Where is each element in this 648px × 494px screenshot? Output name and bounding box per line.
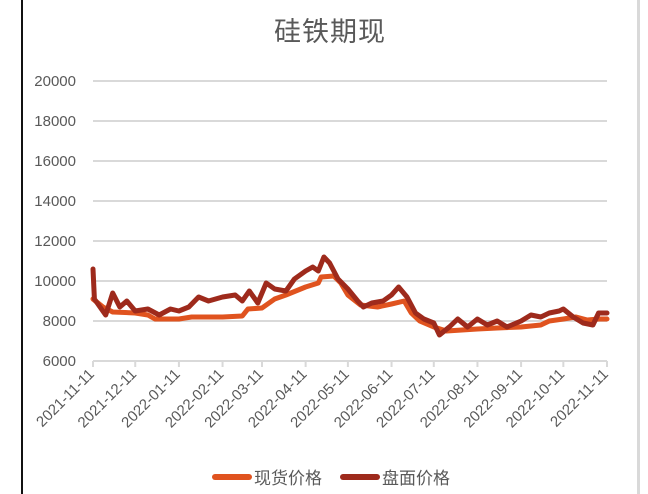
y-tick-label: 16000 [34,153,76,170]
legend-item-spot[interactable]: 现货价格 [212,464,322,489]
legend-label-futures: 盘面价格 [382,469,450,489]
legend-swatch-spot-icon [212,473,252,480]
legend-label-spot: 现货价格 [254,469,322,489]
series-line-futures [90,254,610,338]
gridlines [93,80,607,322]
legend: 现货价格 盘面价格 [212,464,450,489]
right-border [637,0,640,494]
series-line-spot [90,273,610,334]
y-tick-label: 18000 [34,113,76,130]
y-tick-label: 8000 [43,313,76,330]
left-border [21,0,23,494]
legend-swatch-futures-icon [340,473,380,480]
y-tick-label: 12000 [34,233,76,250]
y-axis: 6000 8000 10000 12000 14000 16000 18000 20000 [34,73,76,370]
y-tick-label: 20000 [34,73,76,90]
chart-title: 硅铁期现 [274,17,386,48]
x-axis: 2021-11-112021-12-112022-01-112022-02-11… [33,360,612,431]
y-tick-label: 10000 [34,273,76,290]
y-tick-label: 6000 [43,353,76,370]
series-lines [90,254,610,338]
legend-item-futures[interactable]: 盘面价格 [340,464,450,489]
y-tick-label: 14000 [34,193,76,210]
